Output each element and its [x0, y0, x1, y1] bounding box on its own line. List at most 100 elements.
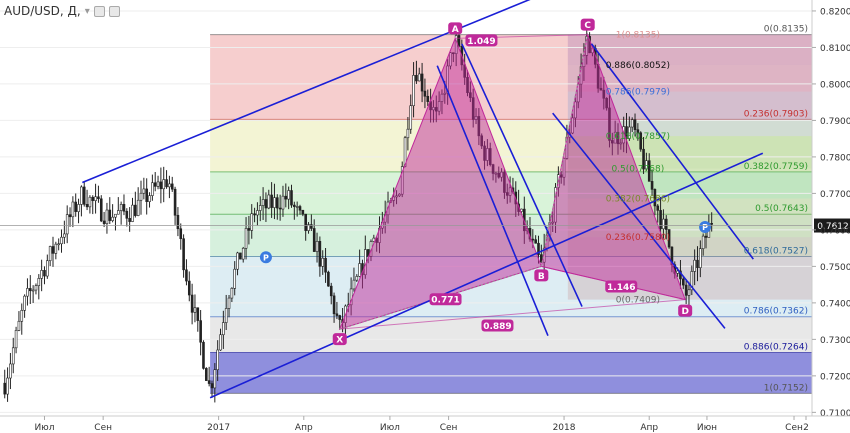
- candle-body: [230, 288, 234, 299]
- candle-body: [54, 243, 58, 254]
- candle-body: [457, 35, 461, 47]
- ratio-label: 0.889: [483, 322, 511, 332]
- fib-right-label: 0.5(0.7643): [755, 204, 808, 214]
- candle-body: [145, 188, 148, 202]
- candle-body: [417, 73, 421, 82]
- candle-body: [290, 190, 293, 206]
- candle-body: [187, 280, 191, 296]
- candle-body: [281, 195, 285, 210]
- fib-right-label: 0.382(0.7759): [744, 162, 808, 172]
- candle-body: [633, 119, 637, 130]
- candle-body: [153, 182, 157, 187]
- candle-body: [199, 320, 202, 343]
- fib-upper-label: 0.618(0.7857): [606, 132, 670, 142]
- symbol-menu-icon[interactable]: ▾: [84, 5, 90, 17]
- candle-body: [17, 320, 21, 331]
- candle-body: [704, 235, 708, 238]
- visibility-icon[interactable]: [108, 5, 120, 17]
- candle-body: [318, 241, 322, 267]
- pattern-point-c-bg: [580, 18, 595, 31]
- candle-body: [11, 347, 15, 365]
- candle-body: [284, 195, 288, 200]
- candle-body: [701, 235, 705, 249]
- pattern-badges: X A B C D 1.049 0.771 1.146 0.889 P P: [259, 18, 712, 346]
- y-tick-label: 0.7200: [820, 372, 850, 382]
- fib-upper-label: 0(0.7409): [616, 296, 660, 306]
- current-price-badge: [814, 218, 850, 233]
- fib-level-labels: 0(0.8135) 0.236(0.7903) 0.382(0.7759) 0.5(0…: [606, 25, 808, 394]
- candle-body: [676, 270, 679, 274]
- candlestick-series: [3, 23, 713, 403]
- marker-p: P: [702, 223, 708, 232]
- candle-body: [227, 297, 231, 309]
- candle-body: [247, 228, 251, 231]
- y-tick-label: 0.7100: [820, 409, 850, 419]
- candle-body: [85, 204, 89, 208]
- candle-body: [267, 194, 271, 209]
- candle-body: [699, 248, 702, 268]
- candle-body: [270, 194, 273, 208]
- fib-right-band: [210, 119, 812, 172]
- fib-right-label: 0.786(0.7362): [744, 307, 808, 317]
- candle-body: [102, 220, 106, 224]
- candle-body: [210, 383, 214, 389]
- pattern-point-a: A: [452, 25, 459, 35]
- current-price-label: 0.7612: [817, 222, 849, 232]
- candle-body: [46, 260, 49, 277]
- candle-body: [77, 204, 80, 212]
- candle-body: [26, 288, 29, 297]
- candle-body: [31, 289, 35, 292]
- candle-body: [14, 330, 18, 349]
- candle-body: [278, 207, 282, 210]
- fib-right-band: [210, 352, 812, 394]
- candle-body: [244, 228, 248, 249]
- candle-body: [23, 295, 26, 311]
- y-tick-label: 0.7800: [820, 153, 850, 163]
- candle-body: [205, 368, 208, 381]
- fib-upper-label: 1(0.8135): [616, 31, 660, 41]
- price-axis[interactable]: 0.7612 0.8200 0.8100 0.8000 0.7900 0.7800 0.77…: [0, 0, 850, 419]
- candle-body: [108, 209, 112, 221]
- candle-body: [415, 75, 418, 82]
- pattern-point-d: D: [681, 307, 688, 317]
- ratio-label-bg: [605, 280, 638, 293]
- candle-body: [329, 285, 333, 297]
- trendline: [461, 43, 583, 307]
- y-tick-label: 0.8200: [820, 7, 850, 17]
- candle-body: [196, 307, 200, 321]
- y-tick-label: 0.7900: [820, 117, 850, 127]
- x-tick-label: Апр: [295, 423, 313, 433]
- candle-body: [710, 223, 713, 225]
- candle-body: [335, 313, 339, 316]
- candle-body: [307, 224, 310, 231]
- trendline: [82, 0, 531, 184]
- candle-body: [636, 129, 640, 134]
- candle-body: [406, 128, 410, 139]
- candle-body: [193, 307, 197, 313]
- candle-body: [327, 271, 330, 287]
- candle-body: [88, 196, 92, 208]
- ratio-label: 0.771: [431, 296, 459, 306]
- trendlines[interactable]: [82, 0, 764, 399]
- candle-body: [207, 380, 211, 384]
- candle-body: [681, 278, 685, 286]
- candle-body: [111, 216, 114, 221]
- candle-body: [258, 205, 262, 211]
- candle-body: [80, 186, 83, 205]
- settings-icon[interactable]: [93, 5, 105, 17]
- y-tick-label: 0.7400: [820, 299, 850, 309]
- candle-body: [168, 183, 171, 188]
- time-axis[interactable]: Июл Сен 2017 Апр Июл Сен 2018 Апр Июн Сен 2: [0, 415, 850, 433]
- ratio-label-bg: [481, 319, 514, 332]
- candle-body: [312, 228, 316, 252]
- candle-body: [233, 268, 237, 289]
- pattern-point-b: B: [538, 272, 545, 282]
- candle-body: [213, 369, 217, 389]
- candle-body: [315, 241, 319, 252]
- candle-body: [63, 233, 66, 238]
- candle-body: [65, 214, 69, 235]
- candle-body: [222, 322, 225, 336]
- candle-body: [99, 198, 103, 222]
- candle-body: [142, 188, 146, 194]
